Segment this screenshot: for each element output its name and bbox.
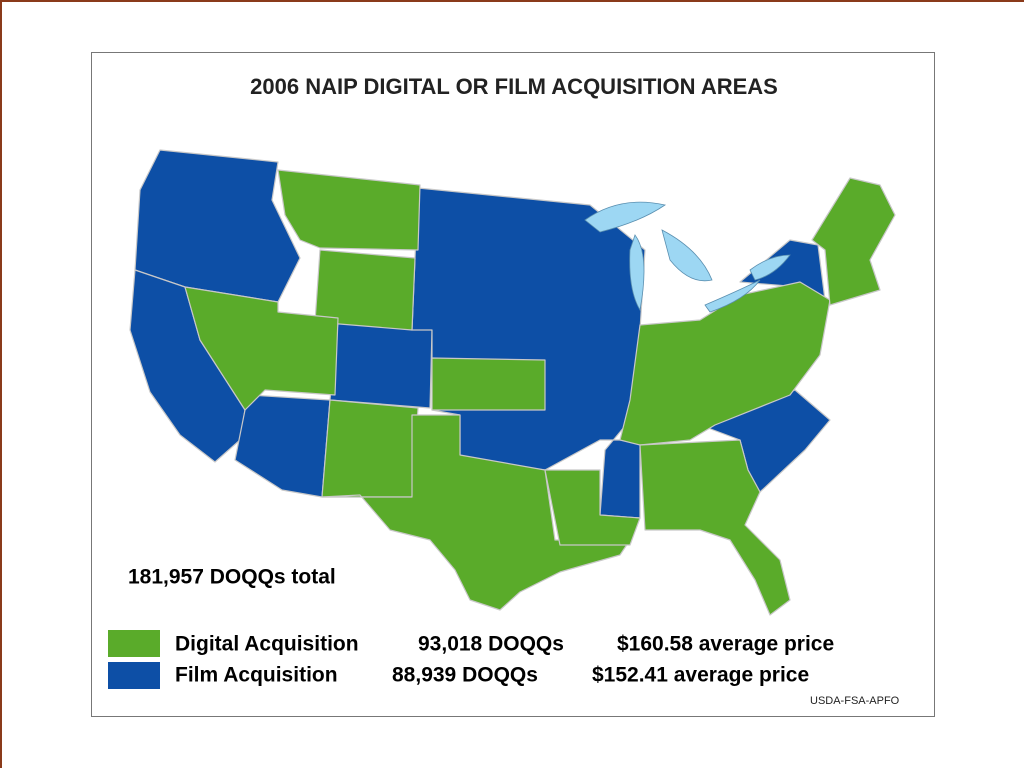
legend-swatch <box>108 630 160 657</box>
great-lakes <box>584 201 791 313</box>
legend-price: $152.41 average price <box>592 664 809 687</box>
us-map <box>129 149 896 616</box>
legend-swatch <box>108 662 160 689</box>
legend-count: 88,939 DOQQs <box>392 664 538 687</box>
digital-region <box>184 169 896 616</box>
total-label: 181,957 DOQQs total <box>128 566 336 589</box>
legend-label: Film Acquisition <box>175 664 338 687</box>
legend-count: 93,018 DOQQs <box>418 633 564 656</box>
map-title: 2006 NAIP DIGITAL OR FILM ACQUISITION AR… <box>250 74 778 99</box>
credit: USDA-FSA-APFO <box>810 695 900 707</box>
legend-label: Digital Acquisition <box>175 633 359 656</box>
legend-price: $160.58 average price <box>617 633 834 656</box>
